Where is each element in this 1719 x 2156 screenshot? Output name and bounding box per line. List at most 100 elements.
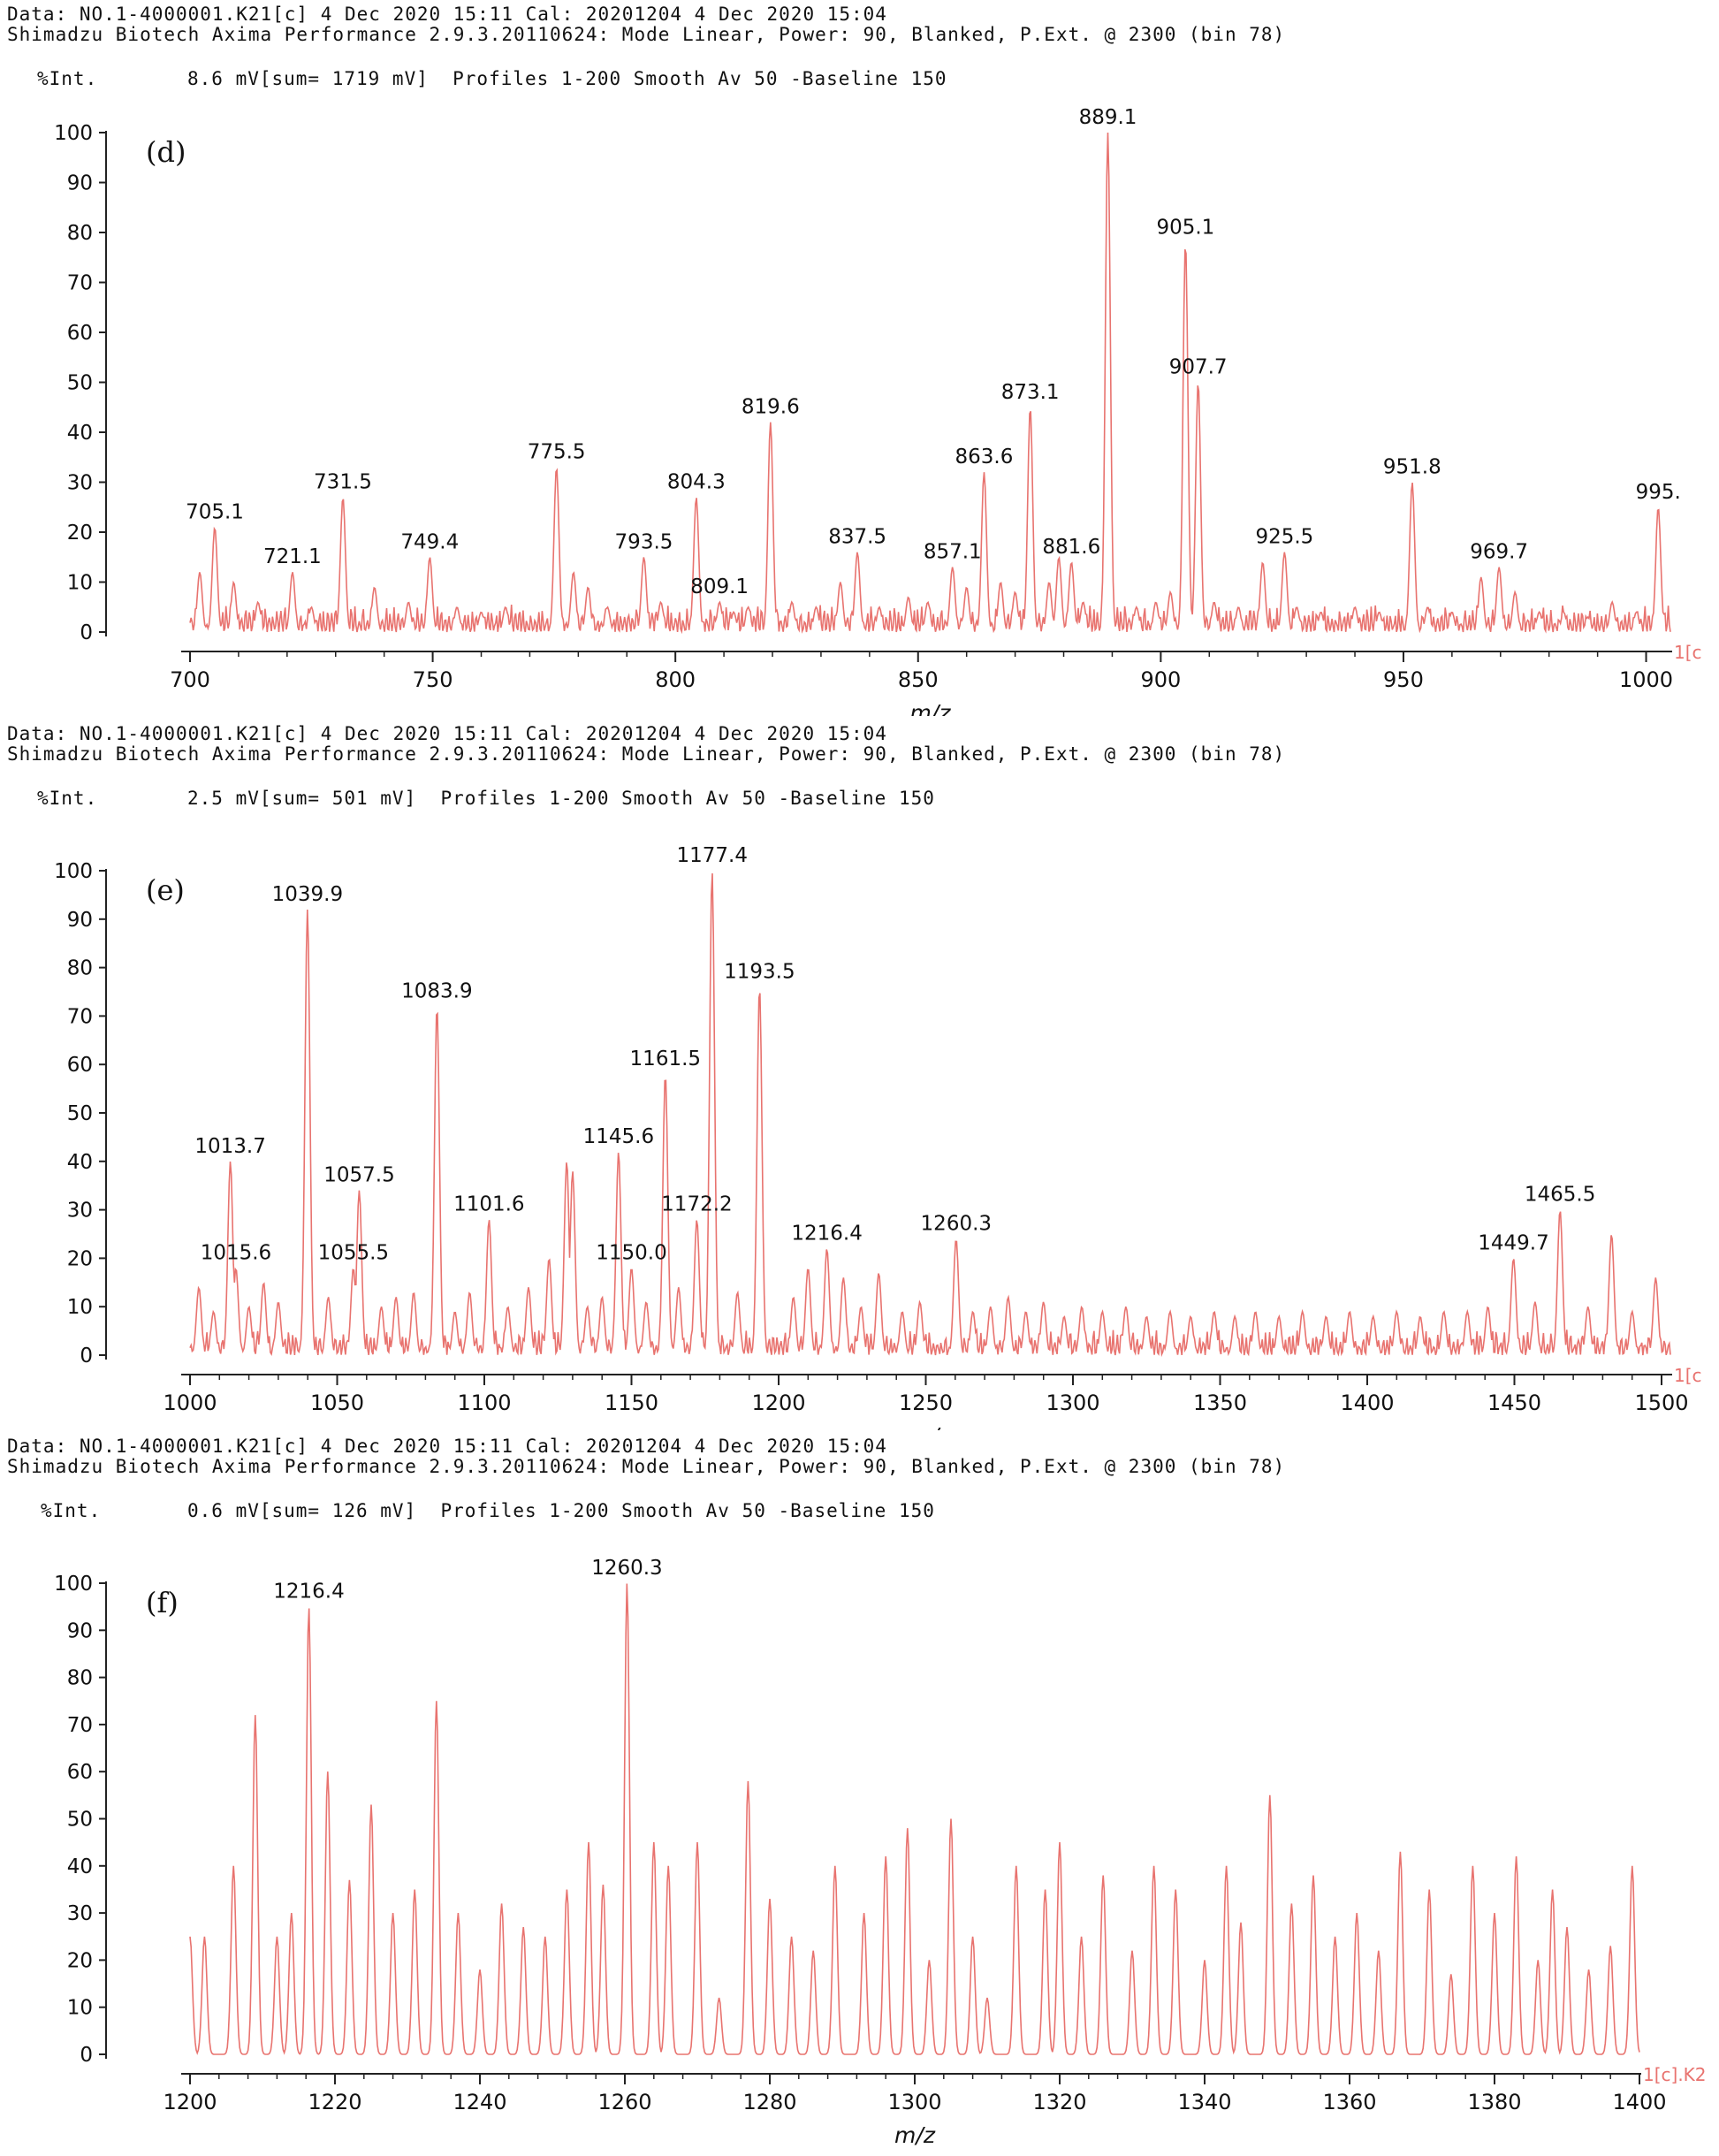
peak-label: 749.4 xyxy=(400,530,459,553)
data-header-line: Data: NO.1-4000001.K21[c] 4 Dec 2020 15:… xyxy=(7,723,887,744)
y-tick-label: 30 xyxy=(67,472,93,495)
x-tick-label: 1250 xyxy=(899,1390,953,1415)
y-tick-label: 50 xyxy=(67,372,93,395)
y-tick-label: 90 xyxy=(67,1619,93,1642)
intensity-axis-title: %Int. xyxy=(37,68,98,89)
peak-label: 721.1 xyxy=(263,545,322,568)
y-tick-label: 60 xyxy=(67,1761,93,1784)
x-tick-label: 1240 xyxy=(453,2090,506,2114)
y-tick-label: 30 xyxy=(67,1200,93,1223)
y-tick-label: 30 xyxy=(67,1902,93,1925)
x-tick-label: 900 xyxy=(1140,667,1181,692)
x-axis-title: m/z xyxy=(894,2122,936,2148)
x-tick-label: 1300 xyxy=(887,2090,941,2114)
peak-label: 1465.5 xyxy=(1525,1184,1595,1207)
peak-label: 1193.5 xyxy=(724,961,795,984)
y-tick-label: 10 xyxy=(67,1296,93,1319)
peak-label: 1260.3 xyxy=(591,1557,662,1580)
peak-label: 705.1 xyxy=(186,500,244,523)
trace-edge-label: 1[c xyxy=(1674,642,1702,663)
spectrum-trace xyxy=(189,872,1671,1358)
y-tick-label: 0 xyxy=(80,2044,93,2067)
x-tick-label: 850 xyxy=(898,667,939,692)
x-tick-label: 1400 xyxy=(1612,2090,1666,2114)
peak-label: 1013.7 xyxy=(194,1135,265,1158)
y-tick-label: 0 xyxy=(80,1345,93,1367)
x-tick-label: 700 xyxy=(170,667,210,692)
trace-edge-label: 1[c xyxy=(1674,1365,1702,1386)
x-tick-label: 1100 xyxy=(457,1390,511,1415)
panel-label: (e) xyxy=(146,873,185,907)
y-tick-label: 20 xyxy=(67,1247,93,1270)
instrument-header-line: Shimadzu Biotech Axima Performance 2.9.3… xyxy=(7,1456,1286,1477)
peak-label: 819.6 xyxy=(742,396,800,419)
trace-edge-label: 1[c].K2 xyxy=(1643,2064,1707,2085)
y-tick-label: 90 xyxy=(67,909,93,932)
panel-label: (d) xyxy=(146,135,186,169)
mass-spectrum-chart-d: 0 10 20 30 40 50 60 70 80 90 100 700 750 800 850 900 950… xyxy=(54,106,1702,716)
x-tick-label: 1280 xyxy=(742,2090,796,2114)
x-tick-label: 1320 xyxy=(1032,2090,1086,2114)
y-tick-label: 60 xyxy=(67,322,93,345)
x-tick-label: 800 xyxy=(655,667,696,692)
y-tick-label: 40 xyxy=(67,1855,93,1878)
x-tick-label: 1000 xyxy=(1619,667,1673,692)
spectrum-panel-f: Data: NO.1-4000001.K21[c] 4 Dec 2020 15:… xyxy=(0,1436,1719,2156)
y-tick-label: 50 xyxy=(67,1102,93,1125)
peak-label: 804.3 xyxy=(667,470,726,493)
peak-label: 1260.3 xyxy=(921,1212,992,1235)
y-tick-label: 40 xyxy=(67,1151,93,1174)
x-tick-label: 1400 xyxy=(1340,1390,1394,1415)
x-tick-label: 1220 xyxy=(308,2090,361,2114)
y-tick-label: 0 xyxy=(80,621,93,644)
peak-label: 1216.4 xyxy=(791,1222,862,1245)
intensity-axis-title: %Int. xyxy=(41,1500,102,1521)
intensity-axis-title: %Int. xyxy=(37,788,98,809)
x-tick-label: 1350 xyxy=(1193,1390,1247,1415)
peak-label: 905.1 xyxy=(1156,216,1214,239)
x-tick-label: 1200 xyxy=(751,1390,805,1415)
x-tick-label: 1450 xyxy=(1487,1390,1541,1415)
peak-label: 809.1 xyxy=(690,575,749,598)
x-tick-label: 1260 xyxy=(597,2090,651,2114)
acquisition-info: 8.6 mV[sum= 1719 mV] Profiles 1-200 Smoo… xyxy=(187,68,947,89)
peak-label: 1083.9 xyxy=(401,979,472,1002)
x-tick-label: 1380 xyxy=(1467,2090,1521,2114)
y-tick-label: 20 xyxy=(67,1949,93,1972)
mass-spectrum-chart-e: 0 10 20 30 40 50 60 70 80 90 100 1000 1050 1100 1150 12… xyxy=(54,844,1702,1430)
peak-label: 1101.6 xyxy=(453,1193,524,1216)
peak-label: 873.1 xyxy=(1001,381,1060,404)
y-tick-label: 40 xyxy=(67,422,93,445)
x-tick-label: 1340 xyxy=(1177,2090,1231,2114)
peak-label: 1145.6 xyxy=(583,1125,654,1148)
x-tick-label: 950 xyxy=(1383,667,1424,692)
peak-label: 1216.4 xyxy=(273,1581,344,1604)
peak-label: 969.7 xyxy=(1470,541,1528,564)
peak-label: 1161.5 xyxy=(630,1048,701,1070)
peak-label: 775.5 xyxy=(528,441,586,464)
x-tick-label: 1000 xyxy=(163,1390,217,1415)
x-tick-label: 1050 xyxy=(310,1390,364,1415)
y-tick-label: 80 xyxy=(67,1667,93,1690)
y-tick-label: 20 xyxy=(67,522,93,545)
peak-label: 907.7 xyxy=(1169,356,1228,379)
mass-spectrum-chart-f: 0 10 20 30 40 50 60 70 80 90 100 1200 1220 1240 1260 12… xyxy=(54,1557,1707,2148)
peak-label: 857.1 xyxy=(924,541,982,564)
x-tick-label: 1500 xyxy=(1634,1390,1688,1415)
peak-label: 837.5 xyxy=(828,526,886,549)
spectrum-trace xyxy=(189,132,1671,635)
y-tick-label: 100 xyxy=(54,122,93,145)
peak-label: 995. xyxy=(1636,481,1681,504)
peak-label: 951.8 xyxy=(1383,456,1441,479)
spectrum-panel-d: Data: NO.1-4000001.K21[c] 4 Dec 2020 15:… xyxy=(0,0,1719,716)
peak-label: 1150.0 xyxy=(596,1241,666,1264)
y-tick-label: 10 xyxy=(67,572,93,595)
panel-label: (f) xyxy=(146,1586,179,1619)
data-header-line: Data: NO.1-4000001.K21[c] 4 Dec 2020 15:… xyxy=(7,4,887,25)
x-tick-label: 1150 xyxy=(605,1390,658,1415)
y-tick-label: 50 xyxy=(67,1809,93,1832)
x-tick-label: 1300 xyxy=(1046,1390,1099,1415)
peak-label: 1177.4 xyxy=(677,844,748,867)
data-header-line: Data: NO.1-4000001.K21[c] 4 Dec 2020 15:… xyxy=(7,1436,887,1457)
peak-label: 1449.7 xyxy=(1478,1231,1548,1254)
